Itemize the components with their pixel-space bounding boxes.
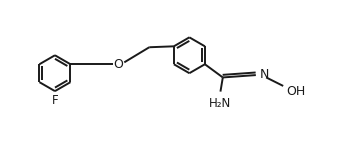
Text: F: F [51,94,58,107]
Text: OH: OH [286,85,306,98]
Text: N: N [260,68,269,81]
Text: O: O [114,58,123,71]
Text: H₂N: H₂N [209,97,232,110]
